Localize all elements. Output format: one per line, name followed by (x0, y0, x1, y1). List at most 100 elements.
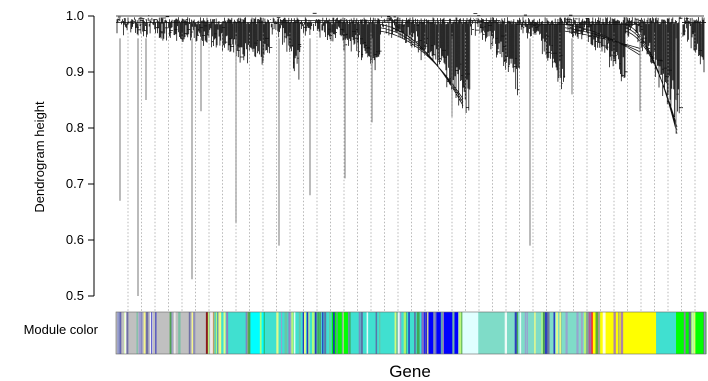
module-stripe (281, 312, 283, 354)
module-stripe (433, 312, 437, 354)
module-green (331, 312, 349, 354)
module-cyan (250, 312, 266, 354)
module-stripe (308, 312, 310, 354)
module-stripe (329, 312, 331, 354)
module-stripe (366, 312, 369, 354)
module-stripe (526, 312, 528, 354)
y-tick-label: 1.0 (66, 8, 84, 23)
y-tick-label: 0.7 (66, 176, 84, 191)
module-stripe (519, 312, 522, 354)
module-stripe (422, 312, 425, 354)
module-stripe (442, 312, 445, 354)
module-turquoise (348, 312, 423, 354)
module-stripe (565, 312, 568, 354)
module-stripe (598, 312, 600, 354)
y-tick-label: 0.9 (66, 64, 84, 79)
module-stripe (397, 312, 400, 354)
module-stripe (516, 312, 518, 354)
module-stripe (580, 312, 583, 354)
module-stripe (291, 312, 294, 354)
module-stripe (556, 312, 558, 354)
module-stripe (589, 312, 592, 354)
module-color-label: Module color (24, 322, 99, 337)
module-stripe (358, 312, 361, 354)
y-axis: 0.5 0.6 0.7 0.8 0.9 1.0 (66, 8, 95, 303)
module-stripe (124, 312, 127, 354)
module-stripe (143, 312, 146, 354)
module-stripe (319, 312, 321, 354)
module-stripe (690, 312, 693, 354)
module-stripe (542, 312, 545, 354)
module-stripe (416, 312, 420, 354)
module-stripe (312, 312, 315, 354)
module-stripe (178, 312, 181, 354)
module-stripe (259, 312, 262, 354)
module-grey (116, 312, 207, 354)
module-stripe (584, 312, 587, 354)
module-stripe (226, 312, 229, 354)
module-stripe (452, 312, 455, 354)
module-stripe (534, 312, 536, 354)
module-stripe (427, 312, 429, 354)
module-stripe (403, 312, 406, 354)
module-stripe (688, 312, 692, 354)
module-stripe (342, 312, 344, 354)
module-stripe (332, 312, 335, 354)
module-stripe (170, 312, 173, 354)
module-stripe (136, 312, 138, 354)
module-stripe (524, 312, 527, 354)
module-stripe (118, 312, 121, 354)
module-stripe (151, 312, 153, 354)
module-stripe (317, 312, 320, 354)
module-stripe (504, 312, 508, 354)
module-stripe (620, 312, 624, 354)
x-axis-title: Gene (389, 362, 431, 381)
module-stripe (245, 312, 248, 354)
module-stripe (140, 312, 143, 354)
module-stripe (210, 312, 214, 354)
module-stripe (155, 312, 157, 354)
module-stripe (440, 312, 444, 354)
module-stripe (421, 312, 423, 354)
module-stripe (414, 312, 416, 354)
module-stripe (263, 312, 265, 354)
module-stripe (174, 312, 176, 354)
module-stripe (588, 312, 590, 354)
module-stripe (683, 312, 686, 354)
module-stripe (276, 312, 279, 354)
module-stripe (408, 312, 410, 354)
module-stripe (548, 312, 550, 354)
module-stripe (541, 312, 543, 354)
y-tick-label: 0.5 (66, 288, 84, 303)
module-yellow (592, 312, 657, 354)
module-stripe (379, 312, 381, 354)
module-stripe (294, 312, 296, 354)
module-stripe (284, 312, 288, 354)
y-tick-label: 0.6 (66, 232, 84, 247)
module-stripe (298, 312, 301, 354)
module-stripe (314, 312, 317, 354)
module-stripe (145, 312, 149, 354)
module-stripe (559, 312, 562, 354)
module-color-bar (115, 311, 707, 355)
module-stripe (193, 312, 196, 354)
module-stripe (117, 312, 120, 354)
module-stripe (126, 312, 129, 354)
module-lightcyan (458, 312, 479, 354)
module-stripe (302, 312, 304, 354)
module-stripe (692, 312, 694, 354)
module-stripe (458, 312, 462, 354)
module-stripe (207, 312, 210, 354)
module-stripe (349, 312, 351, 354)
module-stripe (306, 312, 309, 354)
module-stripe (514, 312, 517, 354)
module-stripe (586, 312, 590, 354)
module-stripe (602, 312, 606, 354)
dendrogram-tree (116, 12, 706, 296)
module-stripe (395, 312, 397, 354)
module-stripe (545, 312, 548, 354)
module-mixed (478, 312, 586, 354)
module-turquoise (656, 312, 677, 354)
module-stripe (704, 312, 706, 354)
